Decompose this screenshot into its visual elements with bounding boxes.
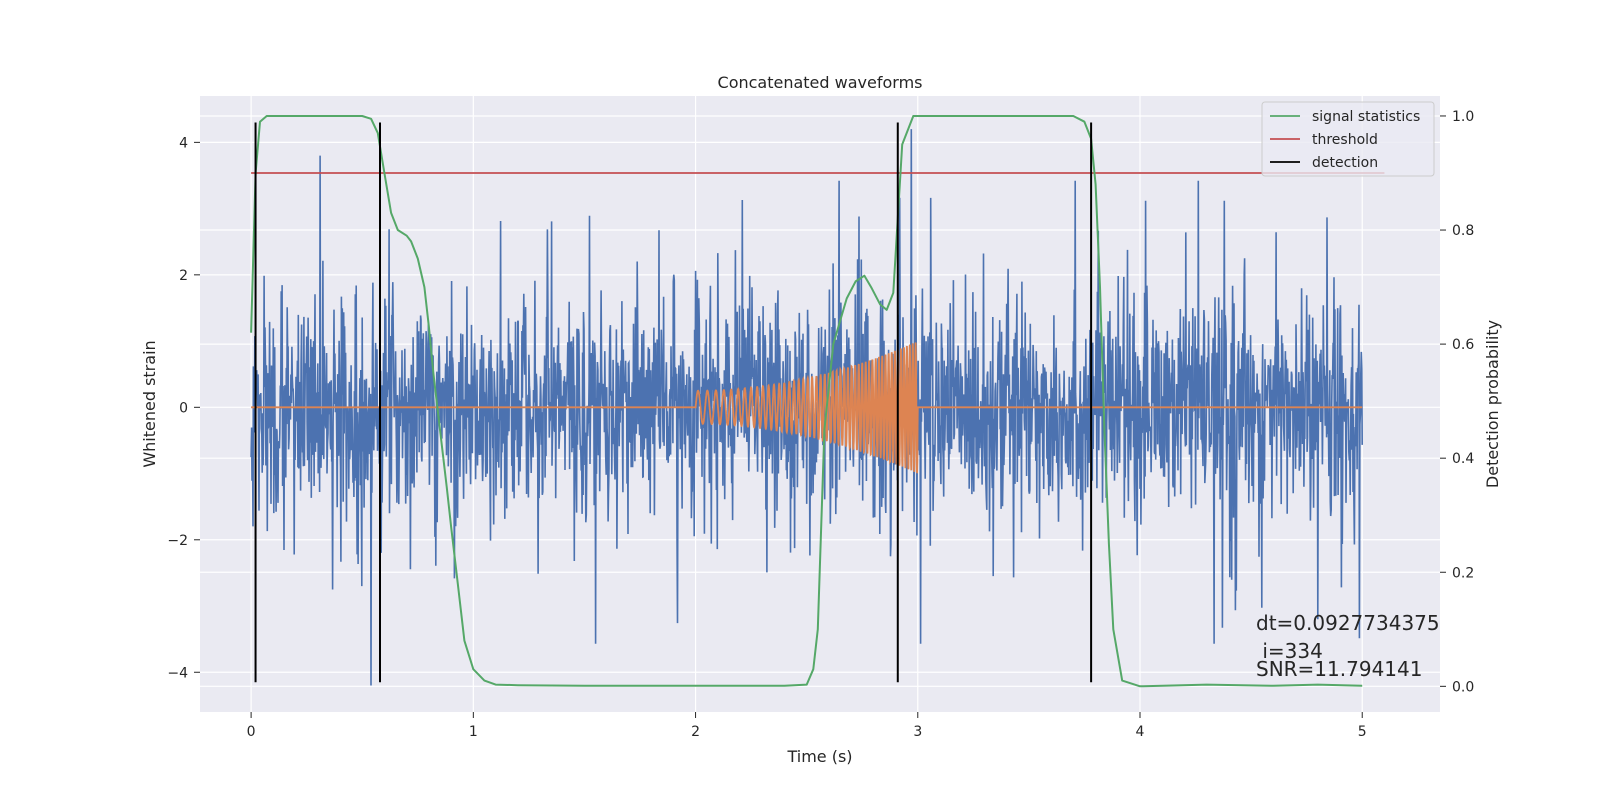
y2-tick-label-0: 0.0: [1452, 679, 1474, 695]
y-axis-right: 0.0 0.2 0.4 0.6 0.8 1.0: [1440, 109, 1474, 695]
template-line: [251, 342, 1363, 474]
strain-line: [250, 129, 1363, 686]
y2-axis-label: Detection probability: [1483, 320, 1502, 488]
y-tick-label-2: 0: [179, 400, 188, 416]
y-tick-label-0: −4: [167, 665, 188, 681]
x-tick-label-5: 5: [1358, 724, 1367, 740]
annotation-dt: dt=0.0927734375: [1256, 611, 1440, 635]
series-strain: [250, 129, 1363, 686]
x-axis: 0 1 2 3 4 5: [247, 712, 1367, 740]
y2-tick-label-5: 1.0: [1452, 109, 1474, 125]
annotation-i: i=334: [1256, 639, 1323, 663]
y2-tick-label-1: 0.2: [1452, 565, 1474, 581]
series-signal-statistics: [250, 115, 1363, 688]
legend-label-signal-statistics: signal statistics: [1312, 109, 1420, 125]
annotation-snr: SNR=11.794141: [1256, 657, 1422, 681]
x-tick-label-3: 3: [913, 724, 922, 740]
series-detection: [254, 122, 1093, 683]
x-tick-label-1: 1: [469, 724, 478, 740]
legend-box: [1261, 101, 1435, 177]
legend-label-threshold: threshold: [1312, 132, 1378, 148]
chart-title: Concatenated waveforms: [718, 73, 923, 92]
x-tick-label-0: 0: [247, 724, 256, 740]
x-tick-label-2: 2: [691, 724, 700, 740]
y2-tick-label-2: 0.4: [1452, 451, 1474, 467]
y-tick-label-1: −2: [167, 533, 188, 549]
y-tick-label-4: 4: [179, 135, 188, 151]
series-template: [251, 342, 1363, 474]
y2-tick-label-4: 0.8: [1452, 223, 1474, 239]
x-axis-label: Time (s): [786, 747, 852, 766]
y-tick-label-3: 2: [179, 268, 188, 284]
signal-statistics-line: [250, 115, 1363, 688]
y-axis-label: Whitened strain: [140, 340, 159, 467]
legend-label-detection: detection: [1312, 155, 1378, 171]
y-axis-left: −4 −2 0 2 4: [167, 135, 200, 681]
plot-layer: [250, 115, 1385, 688]
legend: signal statistics threshold detection: [1261, 101, 1435, 177]
y2-tick-label-3: 0.6: [1452, 337, 1474, 353]
x-tick-label-4: 4: [1136, 724, 1145, 740]
